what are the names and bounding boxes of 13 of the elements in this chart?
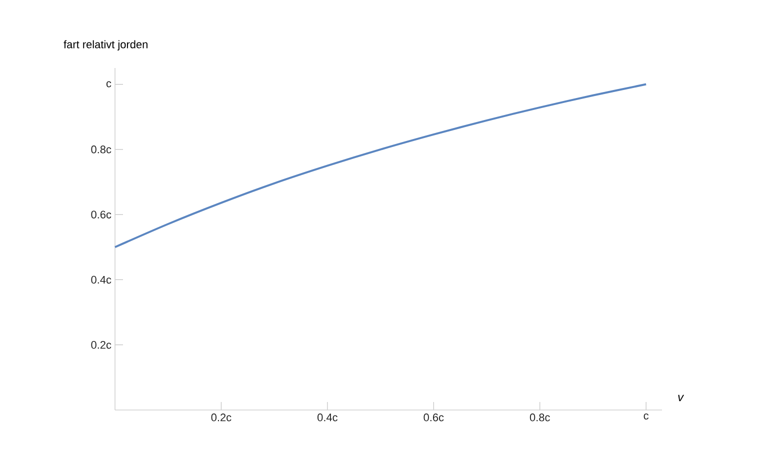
y-tick-label: c [106,81,112,88]
x-tick-label: 0.2c [211,414,232,422]
x-tick-label: 0.8c [530,414,550,422]
x-tick-label: 0.6c [424,414,444,422]
y-axis-title: fart relativt jorden [64,40,148,50]
x-tick-label: c [644,414,649,420]
line-series [114,83,648,248]
x-axis-title: v [678,394,684,402]
x-tick-label: 0.4c [317,414,338,422]
y-tick-label: 0.6c [91,210,112,218]
y-tick-label: 0.2c [91,340,112,349]
y-tick-label: 0.4c [91,276,112,284]
y-tick-label: 0.8c [91,146,112,154]
